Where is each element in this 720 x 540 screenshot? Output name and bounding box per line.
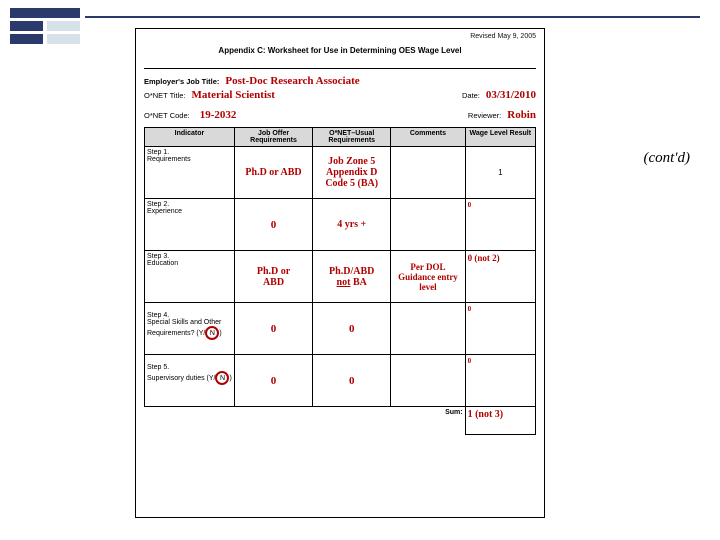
onet-title-row: O*NET Title: Material Scientist Date: 03…: [144, 89, 536, 101]
table-row: Step 3. Education Ph.D or ABD Ph.D/ABD n…: [145, 251, 536, 303]
onet-title-value: Material Scientist: [192, 89, 275, 101]
onet-title-label: O*NET Title:: [144, 91, 186, 100]
sum-value: 1 (not 3): [465, 407, 535, 435]
appendix-title: Appendix C: Worksheet for Use in Determi…: [144, 46, 536, 55]
table-row: Step 4. Special Skills and Other Require…: [145, 303, 536, 355]
col-onet-usual: O*NET–Usual Requirements: [313, 128, 391, 147]
employer-title-row: Employer's Job Title: Post-Doc Research …: [144, 75, 536, 87]
col-wage-level: Wage Level Result: [465, 128, 535, 147]
col-job-offer: Job Offer Requirements: [234, 128, 312, 147]
table-row: Step 5. Supervisory duties (Y/N) 0 0 0: [145, 355, 536, 407]
table-header-row: Indicator Job Offer Requirements O*NET–U…: [145, 128, 536, 147]
step5-wage: 0: [465, 355, 535, 407]
step2-comment: [391, 199, 465, 251]
step3-indicator: Step 3. Education: [145, 251, 235, 303]
decor-bars: [10, 8, 80, 47]
reviewer-value: Robin: [507, 109, 536, 121]
worksheet-table: Indicator Job Offer Requirements O*NET–U…: [144, 127, 536, 435]
onet-code-value: 19-2032: [200, 109, 237, 121]
step5-onet: 0: [313, 355, 391, 407]
step2-onet: 4 yrs +: [313, 199, 391, 251]
date-label: Date:: [462, 91, 480, 100]
top-rule: [85, 16, 700, 18]
employer-title-label: Employer's Job Title:: [144, 77, 219, 86]
col-indicator: Indicator: [145, 128, 235, 147]
onet-code-label: O*NET Code:: [144, 111, 190, 120]
slide: (cont'd) Revised May 9, 2005 Appendix C:…: [0, 0, 720, 540]
sum-row: Sum: 1 (not 3): [145, 407, 536, 435]
date-value: 03/31/2010: [486, 89, 536, 101]
step3-job: Ph.D or ABD: [234, 251, 312, 303]
worksheet-form: Revised May 9, 2005 Appendix C: Workshee…: [135, 28, 545, 518]
contd-label: (cont'd): [643, 150, 690, 167]
reviewer-label: Reviewer:: [468, 111, 501, 120]
table-row: Step 2. Experience 0 4 yrs + 0: [145, 199, 536, 251]
step5-comment: [391, 355, 465, 407]
sum-label: Sum:: [391, 407, 465, 435]
step2-indicator: Step 2. Experience: [145, 199, 235, 251]
col-comments: Comments: [391, 128, 465, 147]
step1-job: Ph.D or ABD: [234, 147, 312, 199]
step2-job: 0: [234, 199, 312, 251]
step1-indicator: Step 1. Requirements: [145, 147, 235, 199]
step4-job: 0: [234, 303, 312, 355]
table-row: Step 1. Requirements Ph.D or ABD Job Zon…: [145, 147, 536, 199]
step4-comment: [391, 303, 465, 355]
revised-date: Revised May 9, 2005: [144, 33, 536, 40]
employer-title-value: Post-Doc Research Associate: [225, 75, 359, 87]
step4-wage: 0: [465, 303, 535, 355]
step3-comment: Per DOL Guidance entry level: [391, 251, 465, 303]
step2-wage: 0: [465, 199, 535, 251]
title-underline: [144, 59, 536, 69]
onet-code-row: O*NET Code: 19-2032 Reviewer: Robin: [144, 109, 536, 121]
step4-onet: 0: [313, 303, 391, 355]
step4-indicator: Step 4. Special Skills and Other Require…: [145, 303, 235, 355]
step1-wage: 1: [465, 147, 535, 199]
step1-comment: [391, 147, 465, 199]
step1-onet: Job Zone 5 Appendix D Code 5 (BA): [313, 147, 391, 199]
step3-wage: 0 (not 2): [465, 251, 535, 303]
step5-indicator: Step 5. Supervisory duties (Y/N): [145, 355, 235, 407]
step5-job: 0: [234, 355, 312, 407]
step3-onet: Ph.D/ABD not BA: [313, 251, 391, 303]
